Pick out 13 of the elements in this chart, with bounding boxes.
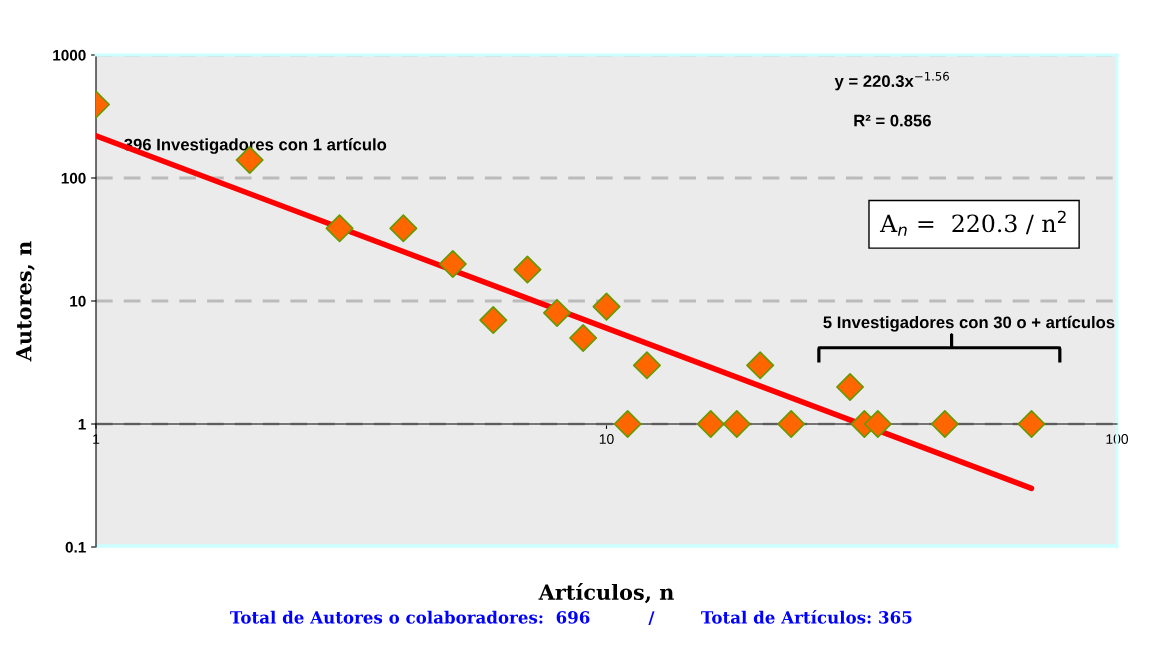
y-tick-label: 1000 (53, 49, 86, 61)
annotation: 5 Investigadores con 30 o + artículos (823, 315, 1115, 332)
text: Total de Autores o colaboradores: 696 / Total de Artículos: 365 (230, 610, 912, 625)
x-axis-title: Artículos, n (538, 583, 674, 604)
annotation: A$_{n}$ = 220.3 / n$^{2}$ (879, 210, 1066, 236)
y-tick-label: 100 (61, 172, 86, 184)
x-tick-label: 10 (599, 434, 614, 444)
y-tick-label: 1 (78, 419, 86, 430)
y-tick-label: 0.1 (65, 541, 86, 553)
annotation: R² = 0.856 (854, 114, 931, 127)
y-axis-title: Autores, n (16, 241, 35, 362)
y-tick-label: 10 (70, 295, 86, 307)
annotation: y = 220.3x$^{−1.56}$ (834, 71, 949, 91)
